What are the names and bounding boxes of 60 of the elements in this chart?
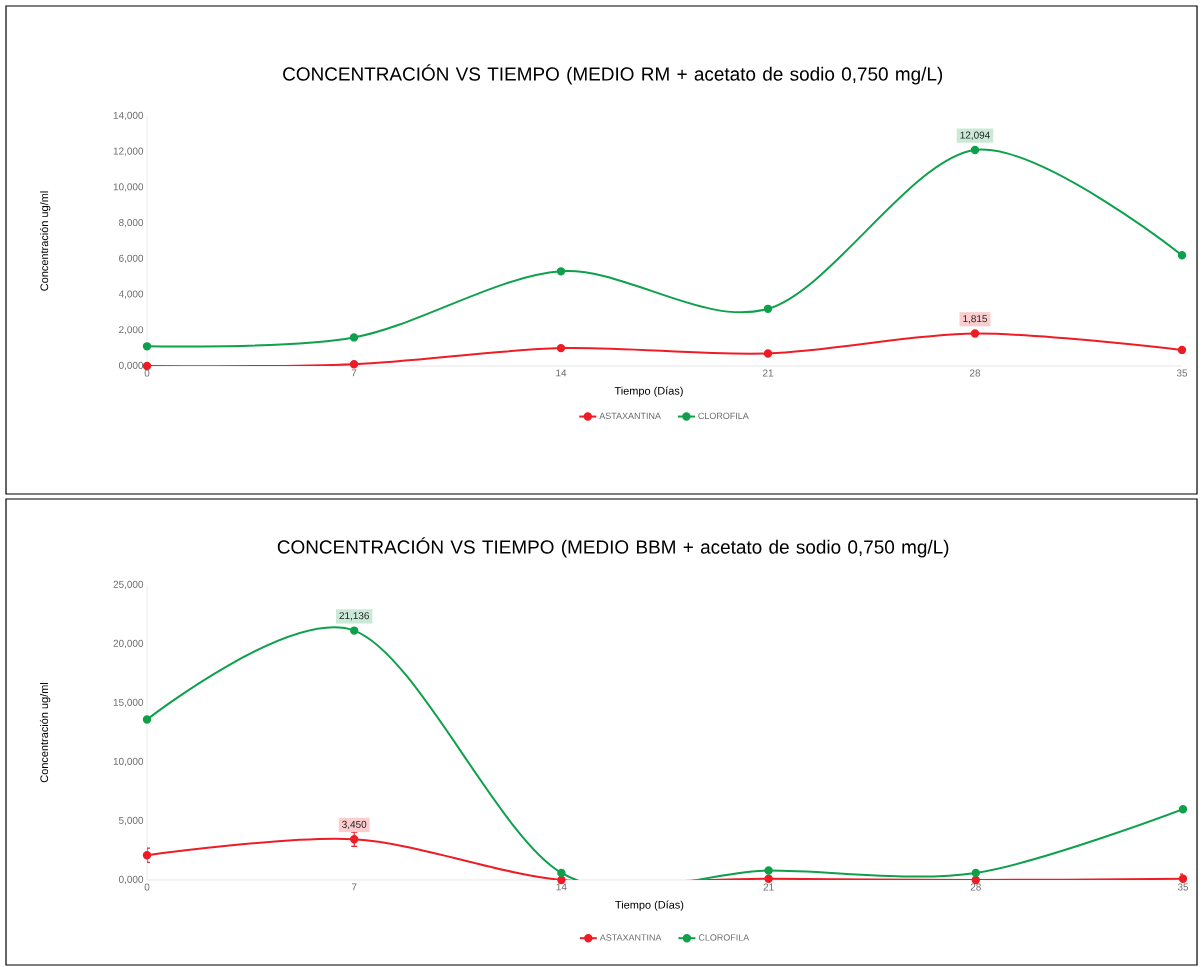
y-tick-label: 12,000 (113, 147, 144, 156)
x-tick-label: 28 (970, 883, 981, 891)
legend-label: CLOROFILA (698, 934, 750, 941)
x-tick-label: 21 (763, 883, 774, 891)
y-tick-label: 20,000 (113, 639, 144, 649)
chart-title: CONCENTRACIÓN VS TIEMPO (MEDIO RM + acetato de sodio 0,750 mg/L) (283, 64, 943, 85)
x-axis-title: Tiempo (Días) (614, 386, 683, 397)
y-tick-label: 5,000 (118, 816, 144, 826)
point (970, 329, 980, 338)
point (350, 626, 359, 635)
point (557, 868, 566, 878)
point (764, 874, 773, 883)
y-tick-label: 4,000 (118, 290, 144, 299)
legend-label: CLOROFILA (698, 412, 749, 420)
y-tick-label: 0,000 (118, 361, 144, 371)
data-label: 3,450 (342, 820, 367, 830)
chart-title: CONCENTRACIÓN VS TIEMPO (MEDIO BBM + acetato de sodio 0,750 mg/L) (277, 537, 949, 558)
legend-label: ASTAXANTINA (599, 934, 662, 941)
point (1178, 804, 1188, 814)
x-tick-label: 7 (351, 369, 357, 377)
y-tick-label: 6,000 (119, 254, 144, 263)
x-tick-label: 35 (1177, 883, 1189, 891)
point (556, 267, 566, 276)
x-tick-label: 28 (969, 369, 981, 377)
point (763, 304, 773, 314)
data-label: 1,815 (963, 315, 988, 324)
point (556, 343, 566, 353)
point (971, 868, 980, 878)
y-tick-label: 10,000 (113, 757, 144, 767)
x-tick-label: 0 (144, 369, 150, 377)
y-axis-title: Concentración ug/ml (40, 191, 51, 291)
point (142, 715, 152, 724)
x-axis-title: Tiempo (Días) (615, 900, 684, 911)
point (142, 342, 152, 351)
y-tick-label: 14,000 (113, 111, 144, 121)
y-tick-label: 15,000 (113, 698, 144, 708)
y-tick-label: 8,000 (118, 219, 144, 228)
y-tick-label: 10,000 (113, 183, 144, 192)
point (349, 359, 359, 369)
point (1177, 345, 1187, 355)
x-tick-label: 7 (351, 883, 357, 891)
point (970, 145, 980, 155)
point (1178, 874, 1188, 883)
y-tick-label: 25,000 (113, 580, 144, 590)
y-axis-title: Concentración ug/ml (39, 682, 51, 783)
point (763, 349, 773, 358)
point (1177, 251, 1187, 260)
point (349, 333, 359, 342)
y-tick-label: 2,000 (119, 326, 144, 335)
x-tick-label: 21 (762, 369, 774, 377)
point (350, 835, 359, 844)
x-tick-label: 14 (556, 883, 567, 891)
legend-label: ASTAXANTINA (599, 412, 661, 420)
y-tick-label: 0,000 (118, 875, 144, 885)
data-label: 21,136 (339, 612, 369, 621)
x-tick-label: 14 (556, 369, 567, 377)
x-tick-label: 0 (144, 883, 150, 891)
x-tick-label: 35 (1176, 369, 1188, 377)
point (764, 866, 773, 875)
data-label: 12,094 (960, 131, 990, 140)
